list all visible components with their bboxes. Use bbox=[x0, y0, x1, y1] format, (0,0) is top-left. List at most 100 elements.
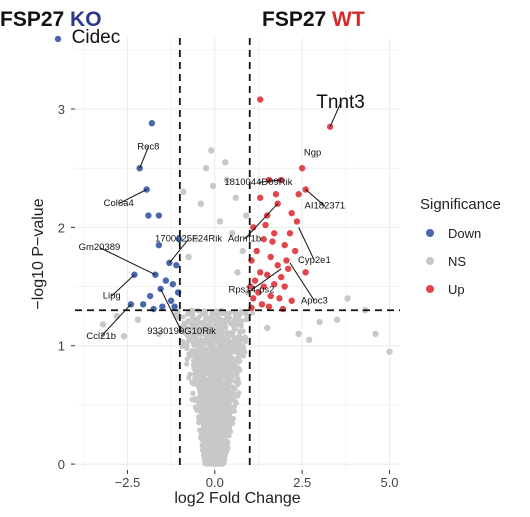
point-up bbox=[274, 262, 281, 269]
ns-cloud-point bbox=[225, 348, 231, 354]
gene-label: Cidec bbox=[72, 27, 121, 48]
annotations-layer: Cidec Tnnt3 Rec8 Ngp 1810044D09Rik AI182371 Co… bbox=[54, 27, 365, 342]
label-connector bbox=[160, 288, 183, 332]
ns-cloud-point bbox=[197, 326, 203, 332]
y-axis-label: −log10 P−value bbox=[30, 198, 47, 309]
ns-cloud-point bbox=[225, 445, 231, 451]
point-up bbox=[267, 292, 274, 300]
legend-dot-down bbox=[426, 229, 434, 237]
x-tick-label: 0.0 bbox=[206, 475, 224, 490]
point-ns bbox=[344, 295, 351, 302]
point-up bbox=[281, 283, 288, 290]
point-ns bbox=[264, 324, 271, 332]
ns-cloud-point bbox=[214, 308, 220, 314]
point-ns bbox=[229, 230, 236, 237]
ns-cloud-point bbox=[224, 420, 230, 426]
y-tick-label: 0 bbox=[58, 457, 65, 472]
ns-cloud-point bbox=[230, 416, 237, 422]
point-down bbox=[155, 241, 163, 249]
ns-cloud-point bbox=[202, 336, 208, 342]
ns-cloud-point bbox=[205, 316, 211, 322]
ns-cloud-point bbox=[198, 347, 204, 354]
ns-cloud-point bbox=[230, 333, 236, 339]
ns-cloud-point bbox=[194, 356, 200, 363]
ns-cloud-point bbox=[200, 383, 206, 390]
ns-cloud-point bbox=[197, 361, 203, 367]
point-ns bbox=[113, 312, 121, 320]
ns-cloud-point bbox=[233, 379, 239, 385]
point-ns bbox=[386, 348, 393, 355]
ns-cloud-point bbox=[218, 457, 225, 463]
point-ns bbox=[180, 188, 187, 196]
ko-header-suffix: KO bbox=[70, 8, 102, 31]
point-down bbox=[171, 303, 178, 310]
ns-cloud-point bbox=[235, 338, 241, 345]
ns-cloud-point bbox=[222, 321, 228, 327]
point-up bbox=[258, 301, 266, 308]
ns-cloud-point bbox=[230, 329, 236, 335]
ns-cloud-point bbox=[206, 390, 212, 396]
ns-cloud-point bbox=[207, 336, 213, 342]
ns-cloud-point bbox=[213, 441, 219, 447]
point-down bbox=[139, 301, 147, 308]
point-up bbox=[251, 277, 259, 284]
ns-cloud-point bbox=[231, 408, 238, 414]
ns-cloud-point bbox=[206, 457, 212, 463]
ns-cloud-point bbox=[226, 394, 232, 400]
point-down bbox=[155, 212, 163, 219]
x-tick-label: 5.0 bbox=[380, 475, 398, 490]
ns-cloud-point bbox=[188, 324, 194, 331]
ns-cloud-point bbox=[219, 425, 225, 431]
point-up bbox=[286, 230, 294, 237]
ns-cloud-point bbox=[225, 334, 231, 340]
ns-cloud-point bbox=[192, 351, 199, 357]
ns-cloud-point bbox=[185, 333, 191, 339]
ns-cloud-point bbox=[180, 314, 186, 320]
ns-cloud-point bbox=[173, 311, 179, 317]
ns-cloud-point bbox=[202, 425, 208, 431]
ns-cloud-point bbox=[219, 390, 226, 396]
ns-cloud-point bbox=[228, 373, 234, 379]
ns-cloud-point bbox=[203, 398, 209, 405]
point-ns bbox=[197, 200, 205, 207]
point-ns bbox=[134, 316, 142, 323]
ns-cloud-point bbox=[203, 416, 209, 422]
point-up bbox=[260, 283, 267, 290]
ns-cloud-point bbox=[191, 366, 198, 372]
ns-cloud-point bbox=[240, 328, 246, 334]
ns-cloud-point bbox=[200, 410, 206, 416]
ns-cloud-point bbox=[184, 356, 190, 362]
point-up bbox=[326, 123, 334, 130]
ns-cloud-point bbox=[180, 338, 186, 344]
label-connector bbox=[118, 189, 147, 205]
ns-cloud-point bbox=[212, 435, 218, 441]
label-connector bbox=[289, 262, 315, 302]
point-down bbox=[148, 120, 156, 127]
label-connector bbox=[258, 179, 282, 183]
ns-cloud-point bbox=[201, 440, 207, 446]
point-up bbox=[298, 164, 306, 172]
point-down bbox=[146, 292, 154, 300]
point-up bbox=[281, 241, 288, 249]
point-up bbox=[302, 269, 309, 276]
label-connector bbox=[99, 247, 156, 276]
ns-cloud-point bbox=[218, 402, 224, 408]
ns-cloud-point bbox=[196, 377, 202, 384]
ns-cloud-point bbox=[202, 371, 208, 377]
point-ns bbox=[305, 336, 313, 344]
ns-cloud-point bbox=[249, 310, 255, 316]
ns-cloud-point bbox=[195, 315, 201, 322]
point-up bbox=[291, 247, 299, 255]
ns-cloud-point bbox=[238, 352, 244, 358]
point-ns bbox=[222, 159, 229, 166]
wt-header-prefix: FSP27 bbox=[262, 8, 327, 31]
point-ns bbox=[155, 330, 163, 338]
ns-cloud-point bbox=[232, 373, 238, 379]
ns-cloud-point bbox=[225, 382, 231, 388]
point-up bbox=[277, 273, 285, 281]
ns-cloud-point bbox=[231, 403, 237, 409]
gene-label: Apoc3 bbox=[301, 295, 328, 306]
ns-cloud-point bbox=[241, 346, 247, 352]
ns-cloud-point bbox=[201, 452, 207, 458]
ns-cloud-point bbox=[223, 310, 229, 317]
